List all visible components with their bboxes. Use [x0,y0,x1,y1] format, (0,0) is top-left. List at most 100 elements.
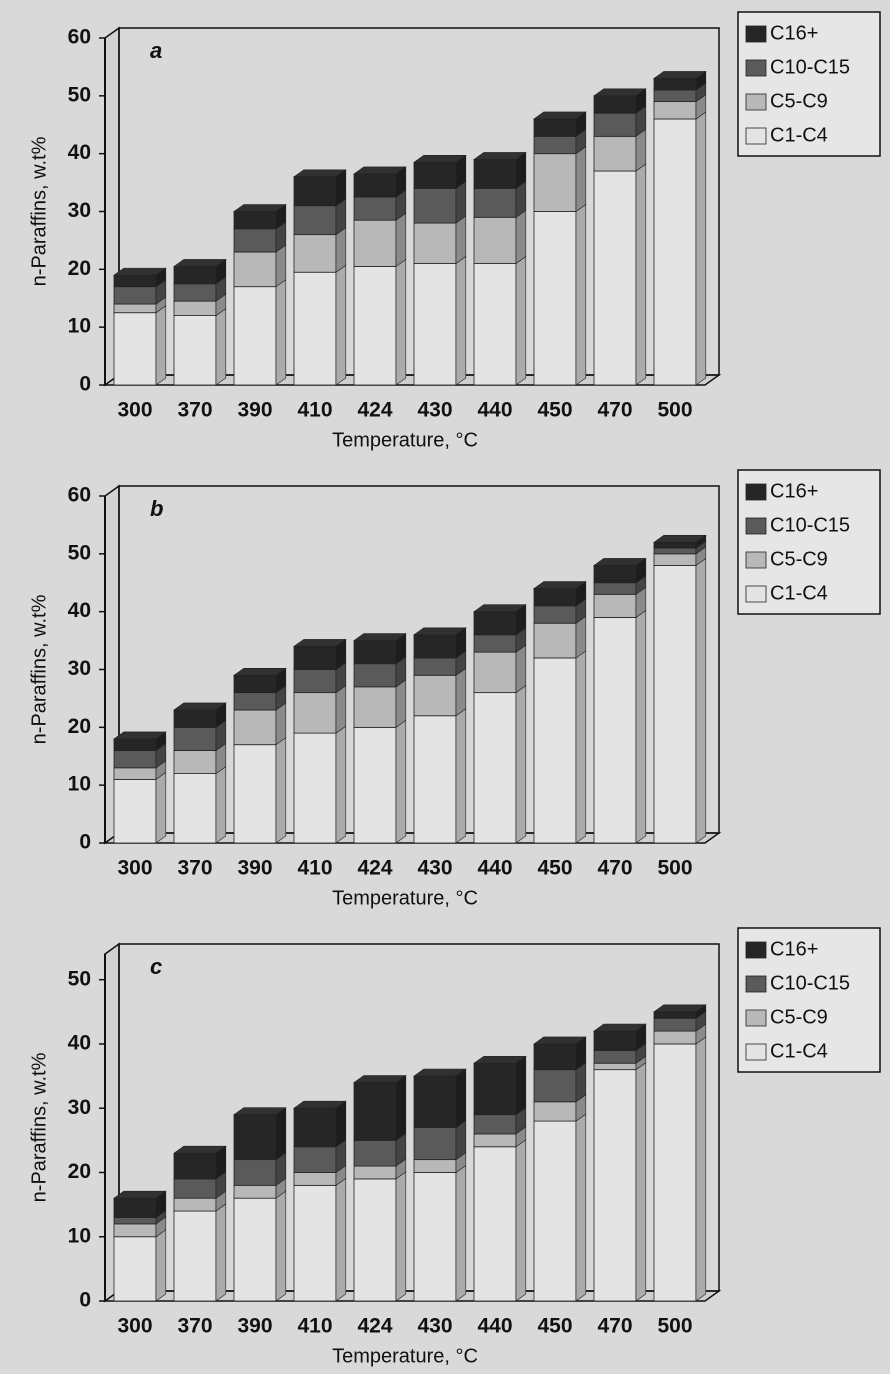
y-tick-label: 20 [68,1160,91,1183]
bar-side [515,644,527,694]
bar-segment [293,669,337,694]
legend-label: C16+ [770,480,818,502]
bar-segment [533,1120,577,1302]
bar-segment [113,312,157,386]
bar-segment [593,1049,637,1064]
bar-top [293,169,347,178]
y-axis-title: n-Paraffins, w.t% [28,136,50,286]
bar-segment [593,112,637,137]
bar-segment [593,1030,637,1051]
bar-side [275,737,287,844]
bar-side [515,685,527,844]
bar-segment [113,1223,157,1238]
bar-side [575,650,587,844]
bar-side [695,1036,707,1302]
bar-segment [353,1178,397,1302]
bar-segment [113,767,157,780]
bar-segment [113,1217,157,1225]
bar-segment [413,657,457,676]
bar-top [653,71,707,79]
x-tick-label: 370 [177,857,212,880]
bar-side [695,111,707,386]
x-tick-label: 424 [357,1315,392,1338]
bar-side [335,685,347,734]
chart: 0 10 20 30 40 50 60 300 370 390 410 424 430 440 450 470… [28,11,881,451]
y-tick-label: 20 [68,257,91,280]
bar-segment [293,1184,337,1302]
bar-segment [353,640,397,665]
x-axis-title: Temperature, °C [332,887,478,909]
legend-label: C5-C9 [770,90,828,112]
y-tick-label: 20 [68,715,91,738]
bar-segment [473,651,517,694]
bar-top [473,1055,527,1064]
bar-side [635,1062,647,1302]
bar-segment [113,274,157,288]
legend-label: C10-C15 [770,56,850,78]
bar-segment [293,205,337,236]
bar-segment [353,196,397,221]
bar-segment [293,176,337,207]
bar-side [275,1107,287,1161]
bar-segment [293,234,337,273]
bar-side [335,1100,347,1148]
bar-top [113,731,167,740]
y-tick-label: 40 [68,1032,91,1055]
x-tick-label: 440 [477,1315,512,1338]
x-tick-label: 370 [177,399,212,422]
bar-segment [173,1152,217,1180]
bar-side [455,215,467,265]
bar-top [233,204,287,212]
legend-swatch [745,975,767,993]
legend-swatch [745,1009,767,1027]
legend-label: C1-C4 [770,124,828,146]
bar-segment [413,674,457,717]
bar-top [593,558,647,566]
legend-label: C5-C9 [770,548,828,570]
bar-segment [533,622,577,659]
bar-segment [593,593,637,618]
y-tick-label: 60 [68,484,91,507]
panel-label: b [150,496,163,521]
bar-segment [293,732,337,844]
bar-segment [293,271,337,386]
bar-segment [533,1069,577,1103]
y-tick-label: 30 [68,1096,91,1119]
x-tick-label: 410 [297,1315,332,1338]
bar-side [215,1203,227,1302]
bar-segment [353,726,397,844]
bar-segment [173,283,217,302]
bar-side [395,258,407,386]
bar-segment [233,228,277,253]
x-tick-label: 430 [417,857,452,880]
bar-side [215,766,227,844]
bar-segment [593,582,637,595]
bar-top [653,534,707,543]
bar-segment [233,286,277,386]
bar-side [455,708,467,844]
bar-side [395,719,407,844]
y-tick-label: 0 [79,1289,91,1312]
x-tick-label: 440 [477,857,512,880]
x-tick-label: 450 [537,857,572,880]
bar-side [455,667,467,717]
bar-top [113,267,167,276]
bar-top [293,1100,347,1109]
bar-segment [593,135,637,172]
bar-top [533,581,587,589]
bar-segment [233,709,277,746]
bar-top [473,604,527,612]
bar-side [155,771,167,844]
bar-segment [593,170,637,386]
bar-segment [653,1017,697,1032]
bar-segment [533,657,577,844]
bar-top [233,667,287,676]
bar-segment [413,715,457,844]
y-tick-label: 50 [68,541,91,564]
bar-top [653,1004,707,1013]
chart: 0 10 20 30 40 50 60 300 370 390 410 424 430 440 450 470… [28,469,881,909]
bar-segment [653,89,697,103]
bar-top [173,259,227,267]
bar-segment [413,1075,457,1128]
bar-segment [113,778,157,844]
